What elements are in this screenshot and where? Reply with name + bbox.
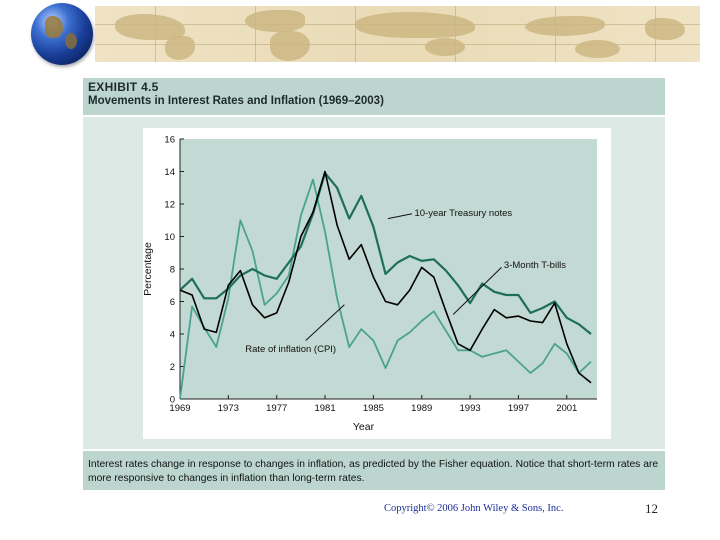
label-t-bills-leader [452,267,502,315]
plot-area [180,139,597,399]
x-tick-label: 1989 [411,403,432,414]
copyright-notice: Copyright© 2006 John Wiley & Sons, Inc. [384,503,564,514]
y-tick-label: 10 [164,232,175,243]
x-tick-label: 2001 [556,403,577,414]
y-tick-label: 4 [170,330,175,341]
label-treasury-notes-leader [387,213,413,220]
x-tick-label: 1977 [266,403,287,414]
globe-logo [31,3,93,65]
series-cpi [179,178,592,400]
exhibit-caption: Interest rates change in response to cha… [83,449,665,490]
x-axis-label: Year [353,421,375,433]
exhibit-number: EXHIBIT 4.5 [88,80,159,94]
caption-text: Interest rates change in response to cha… [88,459,659,484]
y-tick-label: 12 [164,200,175,211]
y-tick-label: 2 [170,362,175,373]
x-tick-label: 1985 [363,403,384,414]
x-tick-label: 1981 [314,403,335,414]
page-number: 12 [645,501,658,516]
globe-landmass [65,33,77,49]
y-tick-label: 6 [170,297,175,308]
interest-rate-chart: 0 2 4 6 8 10 12 14 16 1969 1973 1977 1981 1985 1989 199… [142,128,611,439]
globe-landmass [45,16,63,38]
x-tick-label: 1993 [460,403,481,414]
label-treasury-notes: 10-year Treasury notes [414,208,512,219]
label-cpi-leader [305,304,345,341]
chart-axes: 0 2 4 6 8 10 12 14 16 1969 1973 1977 1981 1985 1989 199… [142,135,597,433]
y-tick-label: 16 [164,135,175,146]
exhibit-panel: EXHIBIT 4.5 Movements in Interest Rates … [83,78,665,490]
y-tick-label: 14 [164,167,175,178]
y-tick-label: 0 [170,395,175,406]
x-tick-label: 1969 [169,403,190,414]
series-treasury-notes [179,171,592,335]
y-axis-label: Percentage [142,242,154,296]
y-tick-label: 8 [170,265,175,276]
exhibit-title: Movements in Interest Rates and Inflatio… [88,95,384,107]
label-t-bills: 3-Month T-bills [504,260,566,271]
series-t-bills [179,170,592,384]
x-tick-label: 1973 [218,403,239,414]
chart-series [179,170,592,400]
world-map-banner [95,6,700,62]
exhibit-header: EXHIBIT 4.5 Movements in Interest Rates … [83,78,665,117]
x-tick-label: 1997 [508,403,529,414]
chart-annotations: 10-year Treasury notes 3-Month T-bills Rat… [245,208,566,355]
label-cpi: Rate of inflation (CPI) [245,344,336,355]
